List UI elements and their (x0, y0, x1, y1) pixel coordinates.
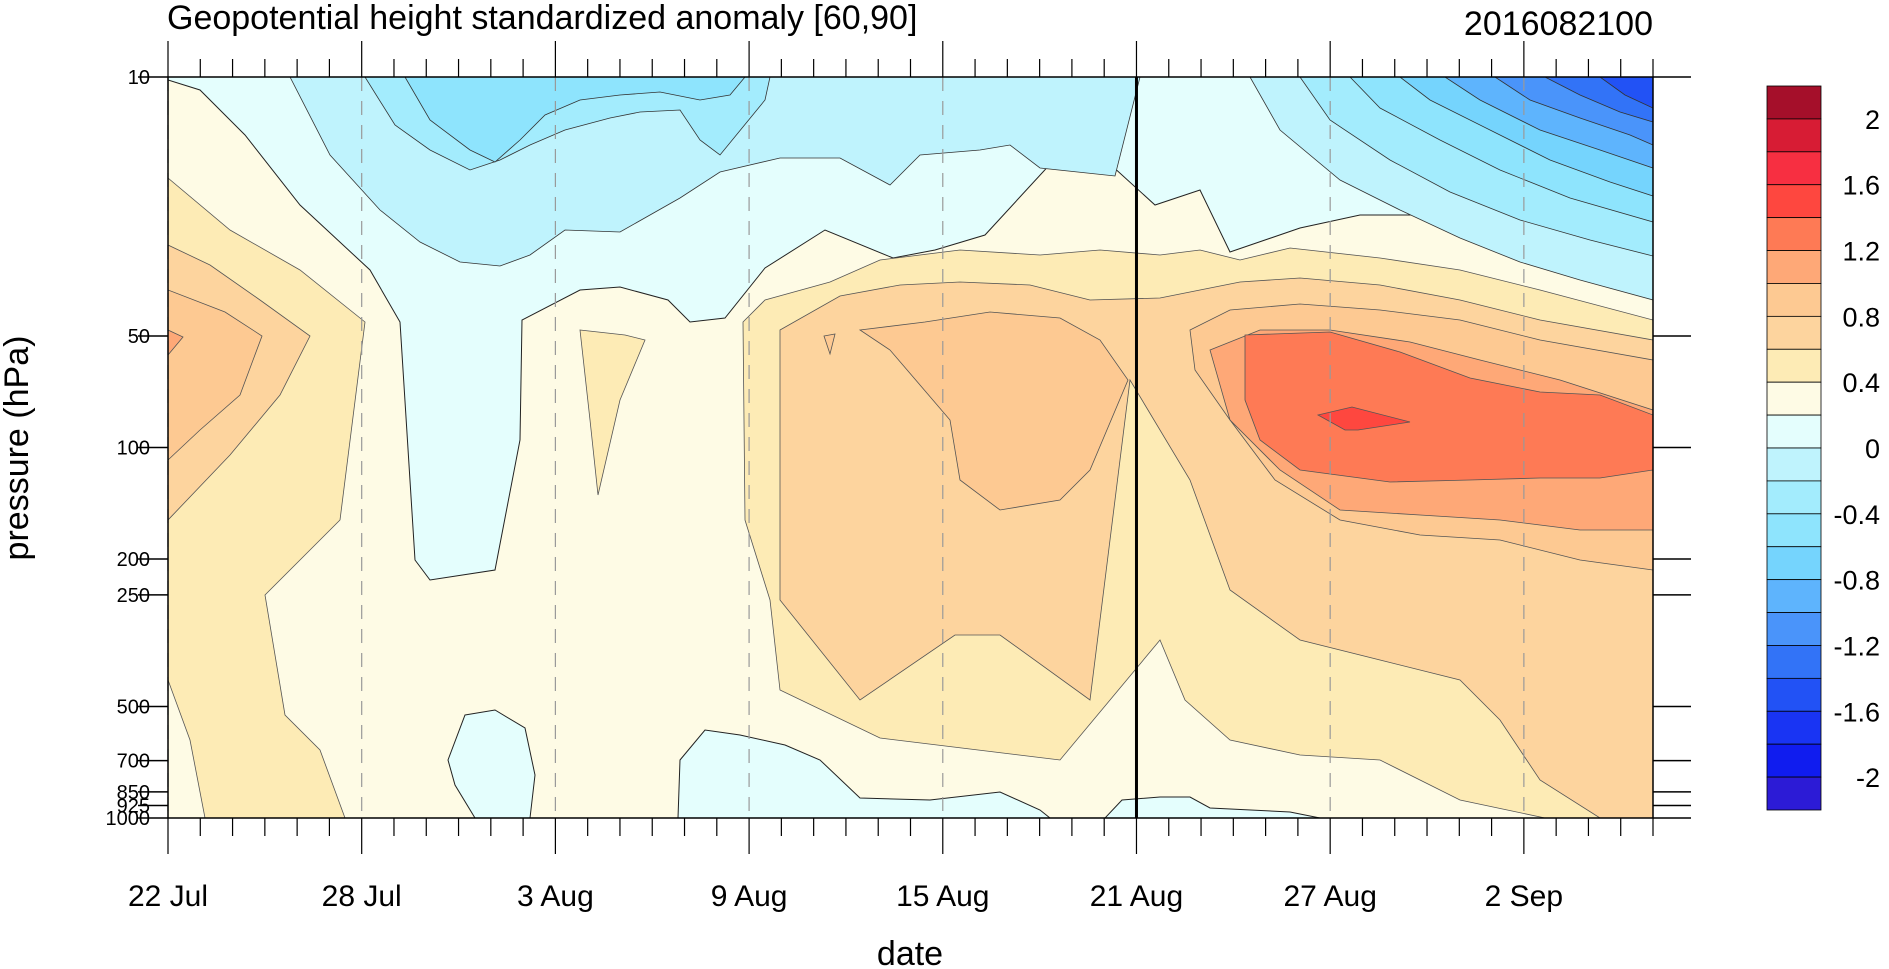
contour-region-cold-low-2 (677, 729, 1051, 818)
chart-date-stamp: 2016082100 (1464, 5, 1653, 43)
y-tick-label: 200 (117, 549, 150, 571)
contour-region-warm-small-1 (579, 329, 646, 496)
x-tick-label: 21 Aug (1090, 880, 1183, 913)
y-tick-label: 250 (117, 585, 150, 607)
colorbar-label: -2 (1856, 763, 1880, 793)
colorbar-swatch (1766, 579, 1822, 613)
colorbar-swatch (1766, 776, 1822, 811)
colorbar-label: -1.6 (1833, 697, 1880, 727)
contour-region-cold-low-1 (447, 709, 536, 818)
colorbar-swatch (1766, 546, 1822, 581)
contour-region-cold-deep (404, 77, 746, 163)
y-tick-label: 500 (117, 696, 150, 718)
y-tick-label: 700 (117, 751, 150, 773)
colorbar-label: -0.4 (1833, 500, 1880, 530)
colorbar-label: 0.8 (1842, 302, 1880, 332)
contour-region-warm-left-peak (168, 329, 184, 356)
y-axis-label: pressure (hPa) (0, 336, 36, 561)
chart-title: Geopotential height standardized anomaly… (167, 0, 917, 37)
colorbar-swatch (1766, 315, 1822, 350)
colorbar-swatch (1766, 348, 1822, 383)
colorbar-swatch (1766, 151, 1822, 186)
y-tick-label: 10 (128, 67, 150, 89)
x-tick-label: 27 Aug (1283, 880, 1376, 913)
colorbar-label: -1.2 (1833, 631, 1880, 661)
colorbar-swatch (1766, 513, 1822, 548)
contour-region-warm-small-2 (823, 333, 836, 356)
x-tick-label: 3 Aug (517, 880, 594, 913)
y-tick-label: 850 (117, 782, 150, 804)
colorbar-swatch (1766, 677, 1822, 712)
y-tick-label: 925 (117, 795, 150, 817)
contour-fill (168, 77, 1653, 818)
x-tick-label: 15 Aug (896, 880, 989, 913)
colorbar-swatch (1766, 250, 1822, 284)
colorbar: 2 1.6 1.2 0.8 0.4 0 -0.4 -0.8 -1.2 -1.6 -2 (1766, 85, 1880, 811)
colorbar-swatch (1766, 118, 1822, 153)
colorbar-label: -0.8 (1833, 566, 1880, 596)
colorbar-swatch (1766, 85, 1822, 120)
colorbar-swatch (1766, 645, 1822, 679)
colorbar-swatch (1766, 414, 1822, 449)
x-tick-label: 22 Jul (128, 880, 208, 913)
colorbar-swatch (1766, 710, 1822, 745)
colorbar-swatch (1766, 612, 1822, 646)
colorbar-swatch (1766, 381, 1822, 416)
contour-region-warm-core-2 (1244, 331, 1653, 483)
colorbar-swatch (1766, 480, 1822, 515)
colorbar-label: 2 (1865, 105, 1880, 135)
x-tick-label: 2 Sep (1485, 880, 1563, 913)
colorbar-label: 0 (1865, 434, 1880, 464)
colorbar-label: 0.4 (1842, 368, 1880, 398)
x-tick-label: 9 Aug (711, 880, 788, 913)
colorbar-swatch (1766, 743, 1822, 778)
x-axis-label: date (877, 935, 943, 969)
contour-region-cold-low-3 (1104, 796, 1321, 818)
contour-region-warm-core-3 (1316, 406, 1411, 431)
colorbar-label: 1.6 (1842, 171, 1880, 201)
colorbar-label: 1.2 (1842, 237, 1880, 267)
y-tick-label: 50 (128, 326, 150, 348)
x-tick-label: 28 Jul (322, 880, 402, 913)
contour-region-warm-left-core (168, 289, 263, 461)
colorbar-swatch (1766, 184, 1822, 219)
colorbar-swatch (1766, 447, 1822, 482)
colorbar-swatch (1766, 217, 1822, 251)
colorbar-swatch (1766, 283, 1822, 317)
y-tick-label: 1000 (106, 808, 151, 830)
contour-region-cold-right-8 (1599, 77, 1653, 109)
y-tick-label: 100 (117, 438, 150, 460)
